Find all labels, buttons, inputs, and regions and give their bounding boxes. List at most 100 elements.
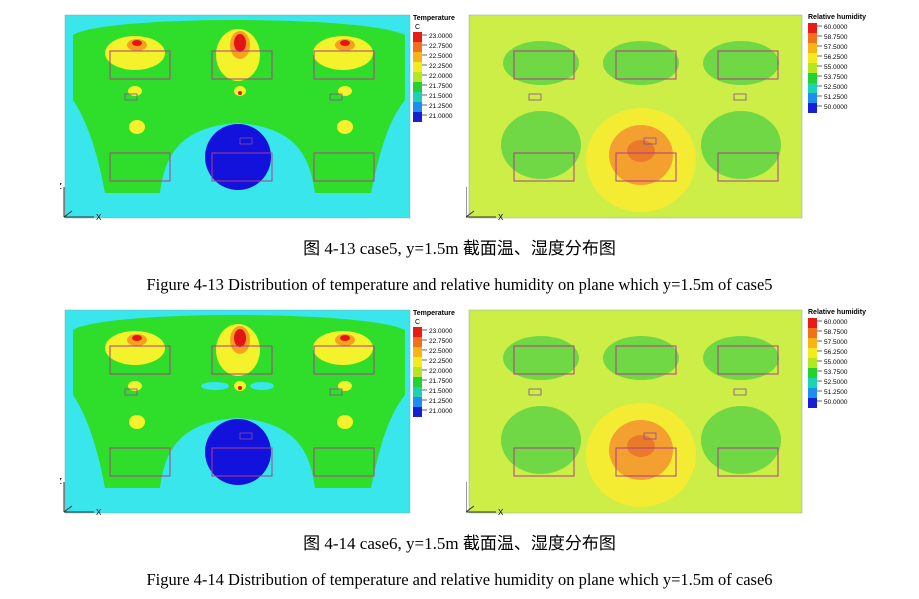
diffuser-outline	[615, 447, 677, 477]
temp-region-red	[340, 40, 350, 46]
inlet-outline	[239, 137, 253, 145]
humidity-contour-svg: Relative humidity 60.0000 58.7500 57.5000 56…	[466, 309, 866, 517]
temp-region-red	[340, 335, 350, 341]
diffuser-outline	[109, 345, 171, 375]
inlet-outline	[124, 93, 138, 101]
inlet-outline	[643, 137, 657, 145]
temp-region-yellow	[337, 415, 353, 429]
legend-level-label: 51.2500	[824, 94, 848, 101]
hum-region-green	[603, 41, 679, 85]
inlet-outline	[528, 388, 542, 396]
axis-triad: ZX	[60, 182, 102, 222]
legend-swatch	[413, 367, 422, 377]
legend-level-label: 22.0000	[429, 73, 453, 80]
legend-swatch	[413, 327, 422, 337]
legend-level-label: 60.0000	[824, 24, 848, 31]
inlet-outline	[329, 388, 343, 396]
legend-swatch	[413, 102, 422, 112]
legend-swatch	[808, 378, 817, 388]
temp-region-yellow	[129, 415, 145, 429]
diffuser-outline	[717, 152, 779, 182]
legend-level-label: 21.0000	[429, 113, 453, 120]
legend-title: Relative humidity	[808, 309, 866, 316]
hum-region-green	[501, 406, 581, 474]
legend-swatch	[808, 358, 817, 368]
hum-region-green	[503, 336, 579, 380]
legend-swatch	[808, 348, 817, 358]
legend-level-label: 58.7500	[824, 34, 848, 41]
legend-swatch	[808, 43, 817, 53]
legend-level-label: 57.5000	[824, 44, 848, 51]
legend-swatch	[808, 33, 817, 43]
legend-swatch	[413, 347, 422, 357]
legend-level-label: 50.0000	[824, 399, 848, 406]
legend-level-label: 22.0000	[429, 368, 453, 375]
temperature-field	[64, 309, 411, 514]
diffuser-outline	[313, 50, 375, 80]
figure-caption-en: Figure 4-13 Distribution of temperature …	[146, 275, 773, 294]
legend-swatch	[413, 377, 422, 387]
legend-swatch	[413, 92, 422, 102]
axis-triad: ZX	[60, 477, 102, 517]
legend-level-label: 55.0000	[824, 64, 848, 71]
inlet-outline	[733, 388, 747, 396]
legend-swatch	[413, 62, 422, 72]
hum-region-green	[701, 406, 781, 474]
inlet-outline	[733, 93, 747, 101]
diffuser-outline	[313, 447, 375, 477]
temperature-contour-svg: Temperature C 23.0000 22.7500 22.5000 22.2500…	[60, 14, 455, 222]
legend-swatch	[808, 23, 817, 33]
legend-swatch	[413, 72, 422, 82]
humidity-legend: Relative humidity 60.0000 58.7500 57.5000 56…	[808, 14, 866, 113]
legend-swatch	[808, 398, 817, 408]
temp-region-blue	[205, 419, 271, 485]
temp-region-yellow	[105, 36, 165, 70]
legend-level-label: 22.7500	[429, 338, 453, 345]
legend-swatch	[808, 368, 817, 378]
y-axis-line	[466, 210, 475, 218]
diffuser-outline	[513, 447, 575, 477]
legend-level-label: 52.5000	[824, 379, 848, 386]
temperature-field	[64, 14, 411, 219]
diffuser-outline	[513, 50, 575, 80]
temp-region-yellow	[128, 86, 142, 96]
humidity-plot-case5: Relative humidity 60.0000 58.7500 57.5000 56…	[466, 13, 886, 225]
diffuser-outline	[513, 152, 575, 182]
legend-level-label: 21.5000	[429, 388, 453, 395]
z-axis-label: Z	[60, 477, 62, 486]
diffuser-outline	[211, 345, 273, 375]
legend-level-label: 22.5000	[429, 53, 453, 60]
legend-level-label: 52.5000	[824, 84, 848, 91]
temp-region-yellow	[337, 120, 353, 134]
y-axis-line	[63, 505, 73, 513]
temp-region-yellow	[338, 86, 352, 96]
temp-region-yellow	[313, 36, 373, 70]
legend-swatch	[413, 32, 422, 42]
hum-region-green	[503, 41, 579, 85]
diffuser-outline	[109, 447, 171, 477]
hum-region-green	[703, 336, 779, 380]
temperature-contour-svg: Temperature C 23.0000 22.7500 22.5000 22.2500…	[60, 309, 455, 517]
diffuser-outline	[211, 152, 273, 182]
temp-region-gap	[250, 382, 274, 390]
temp-region-red	[132, 40, 142, 46]
legend-title: Relative humidity	[808, 14, 866, 21]
diffuser-outline	[615, 50, 677, 80]
legend-level-label: 55.0000	[824, 359, 848, 366]
legend-swatch	[413, 337, 422, 347]
temp-region-gap	[201, 382, 229, 390]
inlet-outline	[329, 93, 343, 101]
humidity-plot-case6: Relative humidity 60.0000 58.7500 57.5000 56…	[466, 308, 886, 520]
humidity-field	[468, 309, 803, 514]
diffuser-outline	[717, 345, 779, 375]
x-axis-label: X	[498, 213, 504, 222]
hum-region-green	[603, 336, 679, 380]
legend-swatch	[808, 338, 817, 348]
legend-level-label: 51.2500	[824, 389, 848, 396]
hum-region-green	[703, 41, 779, 85]
legend-title: Temperature	[413, 310, 455, 317]
humidity-field	[468, 14, 803, 219]
figure-caption-en: Figure 4-14 Distribution of temperature …	[146, 570, 773, 589]
legend-level-label: 58.7500	[824, 329, 848, 336]
legend-swatch	[808, 73, 817, 83]
